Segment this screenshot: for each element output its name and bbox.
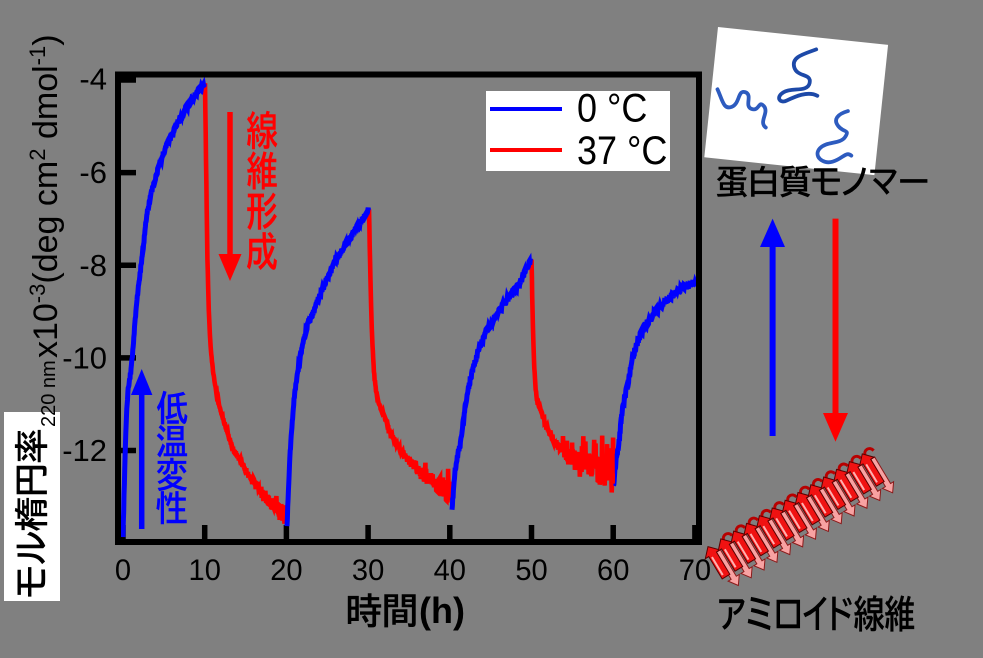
- svg-text:-10: -10: [62, 340, 107, 375]
- svg-text:70: 70: [679, 554, 711, 587]
- svg-text:-4: -4: [79, 62, 107, 97]
- svg-text:0: 0: [115, 554, 131, 587]
- svg-text:220 nm: 220 nm: [38, 360, 60, 427]
- svg-text:(deg cm: (deg cm: [27, 161, 65, 284]
- svg-text:x10: x10: [27, 303, 65, 358]
- svg-text:20: 20: [270, 554, 302, 587]
- svg-text:-3: -3: [25, 284, 50, 304]
- svg-text:(h): (h): [419, 590, 465, 631]
- svg-text:-6: -6: [79, 155, 107, 190]
- svg-text:10: 10: [189, 554, 221, 587]
- svg-text:-1: -1: [25, 46, 50, 66]
- svg-text:-8: -8: [79, 248, 107, 283]
- svg-text:40: 40: [434, 554, 466, 587]
- svg-text:0 °C: 0 °C: [577, 87, 647, 131]
- svg-text:50: 50: [515, 554, 547, 587]
- svg-text:30: 30: [352, 554, 384, 587]
- svg-text:60: 60: [597, 554, 629, 587]
- svg-text:2: 2: [25, 148, 50, 160]
- svg-text:37 °C: 37 °C: [577, 129, 667, 173]
- svg-text:-12: -12: [62, 433, 107, 468]
- svg-text:dmol: dmol: [27, 65, 65, 139]
- svg-text:): ): [27, 34, 65, 45]
